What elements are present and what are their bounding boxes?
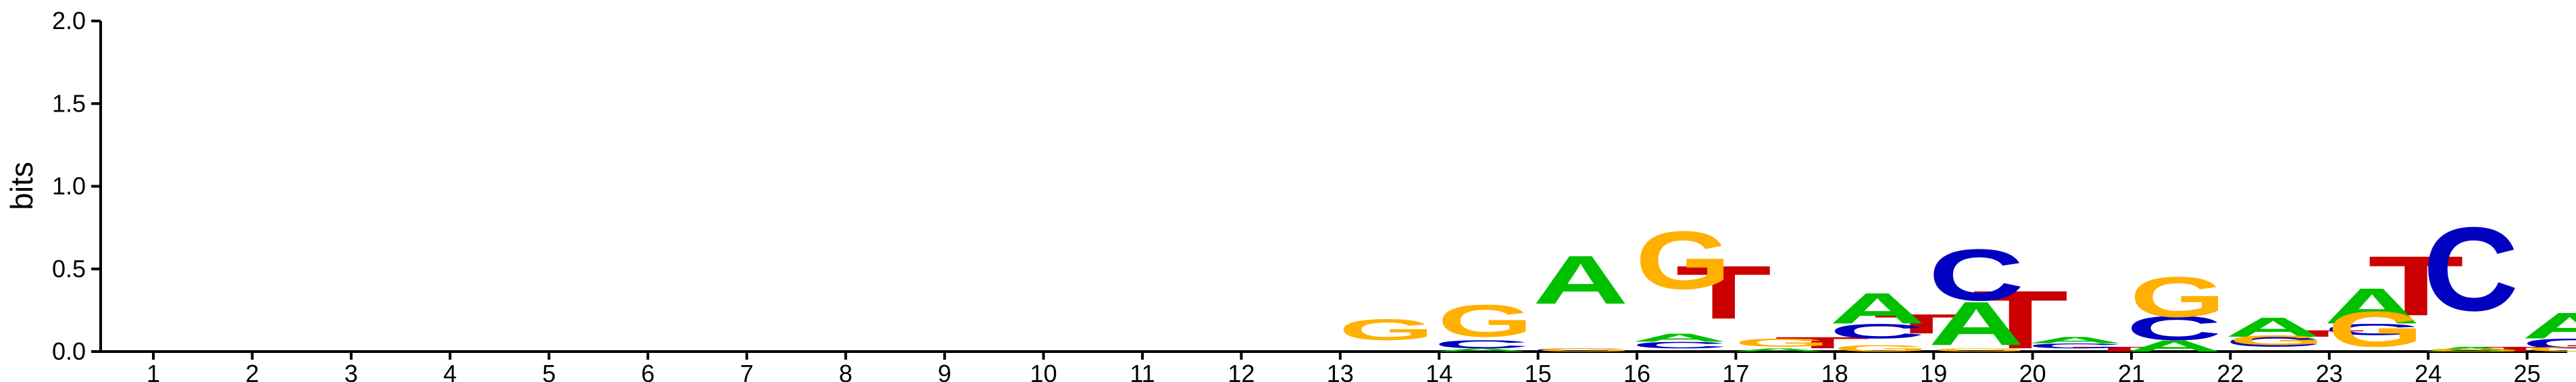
logo-letter-g: G [1536,348,1632,353]
y-tick-label: 0.5 [52,255,86,283]
logo-letter-g: G [2129,265,2225,329]
logo-letter-g: G [2427,348,2523,353]
logo-letter-g: G [1635,214,1731,306]
y-tick-label: 1.5 [52,89,86,117]
logo-letter-t: T [2071,345,2167,353]
x-tick-label: 19 [1920,360,1947,382]
x-tick-label: 21 [2118,360,2145,382]
logo-letter-t: T [1873,308,1969,339]
logo-letter-g: G [1338,313,1434,346]
x-tick-label: 24 [2415,360,2442,382]
logo-letter-a: A [2522,305,2576,346]
logo-letter-t: T [2566,343,2576,354]
x-tick-label: 1 [147,360,160,382]
logo-letter-t: T [1972,274,2068,366]
logo-letter-a: A [2324,278,2420,335]
x-tick-label: 13 [1327,360,1354,382]
logo-letter-a: A [2423,345,2519,353]
x-ticks: 1 2 3 4 5 6 7 8 9 10 11 12 13 14 15 16 17 18 19 20 21 22 23 24 2… [147,352,2541,382]
logo-letter-a: A [2126,337,2222,355]
logo-letter-c: C [1928,234,2024,316]
x-tick-label: 11 [1130,360,1155,382]
logo-letter-c: C [1533,348,1629,353]
x-tick-label: 23 [2316,360,2343,382]
y-ticks: 0.0 0.5 1.0 1.5 2.0 [52,7,101,365]
logo-letter-c: C [1632,340,1727,350]
x-tick-label: 18 [1821,360,1848,382]
logo-letter-a: A [1928,289,2024,358]
logo-letter-t: T [2467,345,2562,353]
x-tick-label: 3 [345,360,358,382]
logo-letter-c: C [2522,336,2576,352]
y-axis-title: bits [4,162,39,210]
logo-letter-c: C [2126,309,2222,348]
x-tick-label: 12 [1228,360,1255,382]
y-tick-label: 1.0 [52,172,86,200]
x-tick-label: 8 [839,360,853,382]
logo-letter-t: T [2269,329,2365,339]
y-tick-label: 0.0 [52,337,86,365]
logo-letter-g: G [2525,345,2576,353]
logo-letter-g: G [1833,343,1929,354]
logo-letter-c: C [2423,202,2519,335]
logo-letter-a: A [2027,335,2123,345]
x-tick-label: 9 [938,360,951,382]
logo-letter-g: G [1734,336,1830,349]
x-tick-label: 14 [1425,360,1453,382]
logo-letter-g: G [2229,333,2325,348]
x-tick-label: 17 [1722,360,1749,382]
x-tick-label: 7 [740,360,753,382]
logo-letter-a: A [1533,241,1629,318]
logo-letter-c: C [1434,338,1530,351]
x-tick-label: 25 [2514,360,2541,382]
logo-letter-a: A [1434,348,1530,353]
logo-letter-t: T [2368,239,2464,334]
logo-letter-c: C [2324,320,2420,339]
x-tick-label: 16 [1623,360,1650,382]
x-tick-label: 5 [542,360,556,382]
y-tick-label: 2.0 [52,7,86,34]
letter-stacks: ACGTCTGAGCATATGTGCAGACGCATACTTCAGTGCAAGC… [1338,202,2576,366]
logo-letter-c: C [2225,334,2321,350]
logo-letter-g: G [1438,295,1534,347]
logo-letter-c: C [1829,320,1925,343]
logo-letter-c: C [2027,342,2123,350]
logo-letter-g: G [1932,348,2028,353]
axes: bits [4,21,2567,353]
logo-letter-a: A [1829,285,1925,333]
logo-letter-a: A [1730,348,1826,353]
logo-letter-t: T [1775,334,1871,352]
x-tick-label: 4 [443,360,457,382]
x-tick-label: 20 [2019,360,2046,382]
logo-letter-a: A [1632,331,1727,344]
x-tick-label: 10 [1030,360,1057,382]
x-tick-label: 22 [2217,360,2244,382]
logo-letter-t: T [1675,250,1771,335]
x-tick-label: 6 [641,360,655,382]
logo-letter-a: A [2225,312,2321,343]
x-tick-label: 2 [245,360,259,382]
x-tick-label: 15 [1525,360,1552,382]
logo-letter-g: G [2327,301,2423,358]
